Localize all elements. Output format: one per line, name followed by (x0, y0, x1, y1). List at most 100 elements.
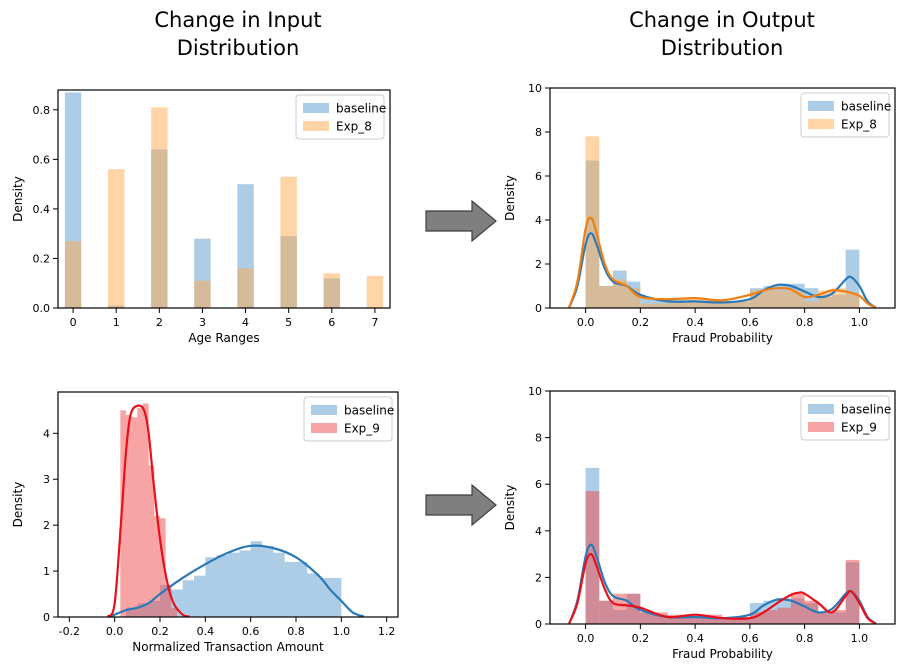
y-tick-label: 8 (535, 126, 542, 139)
arrow-shape (425, 199, 497, 243)
hist-bin-baseline (307, 573, 319, 617)
hist-bin-exp_8 (736, 301, 750, 308)
hist-bin-baseline (205, 557, 217, 617)
x-tick-label: 6 (328, 316, 335, 329)
hist-bin-exp_9 (612, 593, 627, 624)
hist-bin-baseline (262, 545, 274, 617)
bar-exp_8 (194, 280, 211, 308)
plot-area (568, 136, 877, 308)
kde-line-baseline (568, 543, 877, 624)
hist-bin-exp_9 (777, 607, 791, 624)
legend-label-exp_8: Exp_8 (336, 120, 372, 134)
hist-bin-exp_9 (736, 617, 750, 624)
transaction-amount-chart: -0.2 0.0 0.2 0.4 0.6 0.8 1.0 1.2 0 1 2 3 4 Normalized… (11, 391, 399, 654)
bar-exp_8 (366, 275, 384, 308)
hist-bin-exp_9 (626, 593, 641, 624)
hist-bin-exp_8 (695, 299, 709, 308)
x-tick-label: 0.4 (686, 316, 704, 329)
hist-bin-exp_9 (120, 410, 126, 617)
hist-bin-exp_9 (143, 403, 149, 617)
y-tick-label: 0 (43, 611, 50, 624)
y-tick-label: 2 (43, 519, 50, 532)
hist-bin-exp_9 (171, 607, 177, 617)
plot-frame (57, 391, 399, 618)
plot-frame (549, 87, 896, 309)
x-tick-label: 1 (113, 316, 120, 329)
legend-label-exp_8: Exp_8 (841, 118, 877, 132)
legend-label-exp_9: Exp_9 (344, 422, 380, 436)
legend-swatch-exp_9 (311, 423, 337, 433)
legend-label-baseline: baseline (344, 404, 394, 418)
y-tick-label: 0.8 (33, 104, 51, 117)
hist-bin-baseline (296, 561, 308, 617)
bar-exp_8 (151, 107, 168, 308)
x-tick-label: 0.4 (686, 632, 704, 645)
hist-bin-baseline (250, 541, 262, 617)
kde-line-baseline (568, 232, 877, 308)
hist-bin-exp_9 (640, 612, 655, 624)
title-line: Change in Output (629, 8, 815, 32)
hist-bin-exp_8 (804, 301, 819, 308)
hist-bin-exp_8 (845, 292, 860, 308)
arrow-shape (425, 483, 497, 527)
x-tick-label: 0.0 (577, 632, 595, 645)
x-tick-label: 0.6 (242, 625, 260, 638)
y-tick-label: 0.4 (33, 203, 51, 216)
hist-bin-exp_8 (708, 299, 723, 308)
hist-bin-baseline (284, 561, 296, 617)
hist-bin-exp_8 (640, 303, 655, 308)
x-tick-label: 0.4 (197, 625, 215, 638)
y-tick-label: 0.0 (33, 302, 51, 315)
hist-bin-exp_9 (708, 614, 723, 624)
legend-swatch-baseline (303, 103, 329, 113)
plot-area (568, 467, 877, 624)
bar-exp_8 (323, 273, 340, 308)
hist-bin-baseline (330, 577, 342, 617)
hist-bin-exp_9 (160, 518, 166, 617)
legend-swatch-exp_9 (808, 422, 834, 432)
y-tick-label: 0.2 (33, 252, 51, 265)
x-tick-label: 7 (371, 316, 378, 329)
hist-bin-exp_8 (722, 301, 737, 308)
hist-bin-baseline (216, 555, 228, 617)
input-distribution-title: Change in Input Distribution (88, 6, 388, 62)
hist-bin-baseline (318, 577, 330, 617)
title-line: Distribution (176, 36, 300, 60)
y-axis-label: Density (11, 482, 25, 528)
kde-line-exp_8 (568, 216, 877, 308)
bar-exp_8 (237, 268, 254, 308)
x-tick-label: 0.6 (741, 632, 759, 645)
x-tick-label: 0.0 (106, 625, 124, 638)
y-tick-label: 2 (535, 571, 542, 584)
hist-bin-exp_8 (599, 286, 613, 308)
fraud-probability-chart-exp9: 0.0 0.2 0.4 0.6 0.8 1.0 0 2 4 6 8 10 Fraud Probabili… (503, 385, 896, 661)
y-tick-label: 0.6 (33, 153, 51, 166)
hist-bin-baseline (239, 550, 251, 617)
hist-bin-exp_9 (165, 584, 172, 617)
y-tick-label: 8 (535, 432, 542, 445)
legend-swatch-baseline (311, 405, 337, 415)
x-tick-label: 0.8 (287, 625, 305, 638)
fraud-probability-chart-exp8: 0.0 0.2 0.4 0.6 0.8 1.0 0 2 4 6 8 10 Fraud Probabili… (503, 82, 896, 345)
hist-bin-exp_8 (612, 279, 627, 308)
output-distribution-title: Change in Output Distribution (572, 6, 872, 62)
legend-swatch-baseline (808, 404, 834, 414)
legend: baseline Exp_8 (800, 92, 891, 138)
y-tick-label: 4 (535, 214, 542, 227)
y-tick-label: 0 (535, 618, 542, 631)
hist-bin-exp_8 (667, 301, 682, 308)
y-tick-label: 4 (43, 427, 50, 440)
hist-bin-exp_8 (681, 299, 696, 308)
x-tick-label: 0.8 (796, 632, 814, 645)
y-tick-label: 10 (528, 385, 542, 398)
title-line: Change in Input (154, 8, 322, 32)
hist-bin-exp_8 (777, 290, 791, 308)
y-tick-label: 3 (43, 473, 50, 486)
plot-frame (57, 89, 391, 309)
x-axis-label: Fraud Probability (672, 331, 773, 345)
legend-swatch-baseline (808, 101, 834, 111)
hist-bin-exp_8 (763, 290, 778, 308)
hist-bin-exp_9 (763, 610, 778, 624)
hist-bin-exp_9 (790, 592, 805, 624)
x-tick-label: 1.0 (851, 316, 869, 329)
